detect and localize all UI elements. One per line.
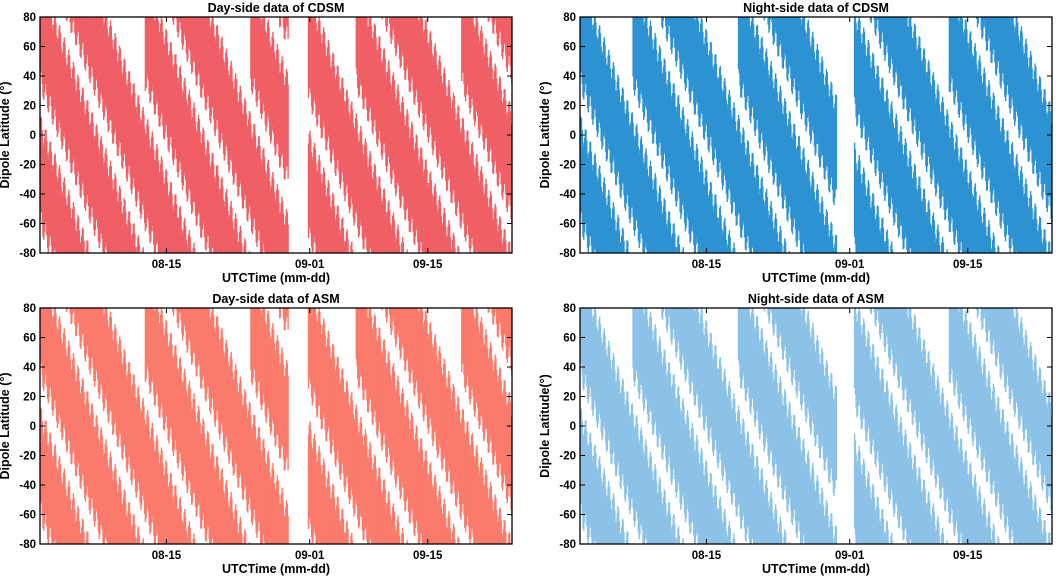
y-tick-label: 20 [563, 101, 576, 113]
data-region [40, 17, 512, 253]
y-tick-label: 80 [563, 12, 576, 24]
panel-day-side-asm: -80 -60 -40 -20 0 20 40 60 80 08-15 09-01 09-15 Day-… [0, 292, 513, 576]
data-region [40, 308, 512, 544]
x-axis-label: UTCTime (mm-dd) [762, 271, 870, 285]
y-tick-label: -20 [19, 160, 36, 172]
y-tick-label: -80 [559, 248, 576, 260]
x-tick-label: 08-15 [692, 259, 722, 271]
y-tick-label: -60 [559, 219, 576, 231]
y-axis-label: Dipole Latitude (°) [0, 372, 12, 479]
x-tick-label: 09-01 [835, 259, 865, 271]
y-tick-label: 60 [563, 42, 576, 54]
y-tick-label: -40 [19, 189, 36, 201]
panel-night-side-cdsm: -80 -60 -40 -20 0 20 40 60 80 08-15 09-01 09-15 Nigh… [538, 1, 1053, 285]
y-tick-label: 20 [23, 101, 36, 113]
y-tick-label: 60 [23, 333, 36, 345]
y-tick-label: 0 [570, 130, 576, 142]
y-tick-label: 20 [23, 392, 36, 404]
y-tick-label: -20 [19, 451, 36, 463]
y-tick-label: 80 [23, 12, 36, 24]
y-tick-label: 40 [23, 71, 36, 83]
y-tick-label: -20 [559, 160, 576, 172]
panel-day-side-cdsm: -80 -60 -40 -20 0 20 40 60 80 08-15 09-01 09-15 Day-… [0, 1, 513, 285]
y-tick-label: 40 [23, 362, 36, 374]
x-axis-label: UTCTime (mm-dd) [222, 271, 330, 285]
x-axis-label: UTCTime (mm-dd) [222, 562, 330, 576]
x-tick-label: 09-01 [295, 259, 325, 271]
y-tick-label: -40 [559, 189, 576, 201]
y-tick-label: 60 [23, 42, 36, 54]
data-region [580, 17, 1052, 253]
y-tick-label: 80 [23, 303, 36, 315]
chart-title: Day-side data of CDSM [208, 1, 345, 15]
chart-title: Night-side data of CDSM [743, 1, 889, 15]
data-region [580, 308, 1052, 544]
y-tick-label: -40 [19, 480, 36, 492]
x-tick-label: 09-15 [953, 259, 983, 271]
y-tick-label: -60 [19, 219, 36, 231]
y-tick-label: -80 [19, 539, 36, 551]
y-tick-label: 0 [30, 421, 36, 433]
x-tick-label: 09-01 [295, 550, 325, 562]
y-tick-label: -80 [19, 248, 36, 260]
y-axis-label: Dipole Latitude (°) [538, 81, 552, 188]
y-tick-label: 40 [563, 71, 576, 83]
chart-title: Day-side data of ASM [212, 292, 339, 306]
x-tick-label: 09-15 [413, 550, 443, 562]
x-tick-label: 08-15 [152, 259, 182, 271]
x-tick-label: 09-15 [413, 259, 443, 271]
y-axis-label: Dipole Latitude (°) [0, 81, 12, 188]
y-tick-label: 0 [30, 130, 36, 142]
y-tick-label: -60 [19, 510, 36, 522]
x-tick-label: 08-15 [152, 550, 182, 562]
